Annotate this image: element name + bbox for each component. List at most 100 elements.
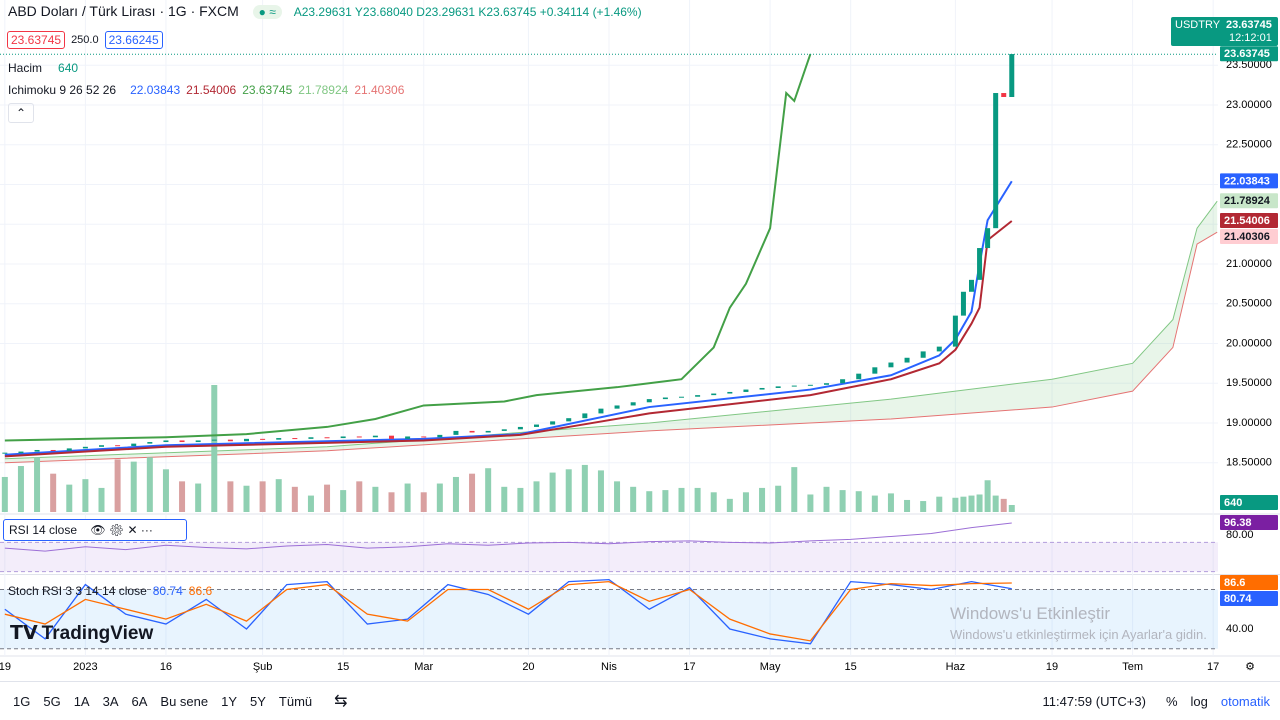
symbol-badge-bg (1171, 17, 1278, 46)
volume-bar (50, 473, 57, 512)
range-button[interactable]: 6A (131, 693, 148, 709)
volume-bar (162, 469, 169, 512)
range-button[interactable]: 3A (102, 693, 119, 709)
rsi-axis-label: 96.38 (1224, 517, 1252, 529)
compare-icon[interactable]: ⇆ (334, 693, 348, 710)
range-button[interactable]: 1Y (221, 693, 238, 709)
ichimoku-value: 23.63745 (242, 83, 293, 97)
candle (775, 386, 781, 388)
candle (977, 248, 983, 280)
settings-icon[interactable]: ⚙ (1245, 661, 1255, 673)
volume-bar (839, 490, 846, 512)
candle (501, 429, 507, 431)
volume-bar (307, 495, 314, 512)
ichimoku-value: 21.54006 (186, 83, 237, 97)
candle (936, 346, 942, 352)
range-button[interactable]: 1G (13, 693, 31, 709)
volume-bar (436, 483, 443, 512)
y-tick-label: 23.00000 (1226, 99, 1272, 111)
range-button[interactable]: 1A (73, 693, 90, 709)
candle (244, 438, 249, 442)
volume-bar (291, 486, 298, 512)
y-tick-label: 19.50000 (1226, 377, 1272, 389)
volume-bar (114, 459, 121, 512)
volume-bar (404, 483, 411, 512)
candle (82, 446, 88, 449)
stoch-band (0, 589, 1218, 649)
volume-bar (1000, 498, 1007, 512)
collapse-button[interactable]: ⌃ (8, 103, 34, 123)
clock: 11:47:59 (UTC+3) (1042, 693, 1146, 709)
volume-bar (82, 479, 89, 512)
range-buttons: 1G 5G 1A 3A 6A Bu sene 1Y 5Y Tümü (0, 694, 312, 709)
watermark-title: Windows'u Etkinleştir (950, 604, 1111, 623)
buy-button[interactable]: 23.66245 (104, 31, 163, 49)
stoch-d-axis-label-bg (1220, 574, 1278, 590)
candle (292, 438, 298, 440)
x-tick-label: 19 (1046, 661, 1058, 673)
range-button[interactable]: Bu sene (160, 693, 209, 709)
ichimoku-axis-label: 21.78924 (1224, 195, 1271, 207)
candle (888, 362, 894, 368)
candle (66, 448, 72, 451)
chart: 18.50000 19.00000 19.50000 20.00000 20.50000… (0, 0, 1280, 673)
range-button[interactable]: 5Y (250, 693, 266, 709)
x-tick-label: 17 (683, 661, 695, 673)
x-tick-label: 16 (160, 661, 172, 673)
status-badge[interactable]: ● ≈ (252, 5, 282, 19)
candle (99, 445, 104, 447)
volume-legend: Hacim 640 (8, 61, 78, 75)
spread: 250.0 (71, 34, 99, 46)
candle (437, 434, 443, 438)
volume-bar (501, 486, 508, 512)
rsi-tick-label: 80.00 (1226, 529, 1254, 541)
candle (920, 351, 926, 358)
candle (534, 424, 539, 427)
stoch-line (4, 578, 1012, 645)
volume-bar (1008, 504, 1015, 512)
symbol-price: 23.63745 (1226, 19, 1272, 31)
volume-bar (533, 481, 540, 512)
volume-bar (678, 487, 685, 512)
volume-bar (469, 473, 476, 512)
chart-title: ABD Doları / Türk Lirası · 1G · FXCM (8, 3, 239, 19)
watermark-text: Windows'u etkinleştirmek için Ayarlar'a … (950, 627, 1207, 642)
rsi-line (4, 522, 1012, 552)
stoch-label: Stoch RSI 3 3 14 14 close (8, 584, 147, 598)
legend-icons[interactable]: 👁 ⚙ ✕ ··· (90, 523, 153, 537)
ichimoku-line (4, 220, 1013, 458)
volume-bar (581, 464, 588, 512)
auto-toggle[interactable]: otomatik (1220, 693, 1270, 709)
candle (18, 451, 24, 454)
volume-bar (372, 486, 379, 512)
candle (517, 426, 523, 430)
ichimoku-value: 21.78924 (298, 83, 349, 97)
candle (598, 408, 604, 414)
candle (308, 437, 314, 439)
range-button[interactable]: 5G (43, 693, 61, 709)
logo-text: TradingView (41, 623, 154, 644)
stoch-d-value: 86.6 (188, 584, 213, 598)
volume-bar (920, 501, 927, 512)
volume-bar (726, 498, 733, 512)
x-tick-label: 2023 (73, 661, 97, 673)
volume-bar (517, 487, 524, 512)
log-toggle[interactable]: log (1190, 693, 1208, 709)
ichimoku-axis-label-bg (1220, 173, 1278, 189)
ichimoku-line (4, 53, 812, 442)
ohlc: A23.29631 Y23.68040 D23.29631 K23.63745 … (293, 5, 642, 19)
candle (582, 413, 588, 419)
x-tick-label: Haz (946, 661, 966, 673)
range-button[interactable]: Tümü (278, 693, 313, 709)
candle (952, 315, 958, 347)
x-tick-label: Şub (253, 661, 273, 673)
volume-bar (324, 484, 331, 512)
sell-button[interactable]: 23.63745 (7, 31, 66, 49)
last-price-label-bg (1220, 46, 1278, 62)
percent-toggle[interactable]: % (1165, 693, 1178, 709)
rsi-axis-label-bg (1220, 514, 1278, 530)
volume-bar (968, 495, 975, 512)
volume-bar (791, 467, 798, 512)
cloud-fill (4, 201, 1218, 463)
